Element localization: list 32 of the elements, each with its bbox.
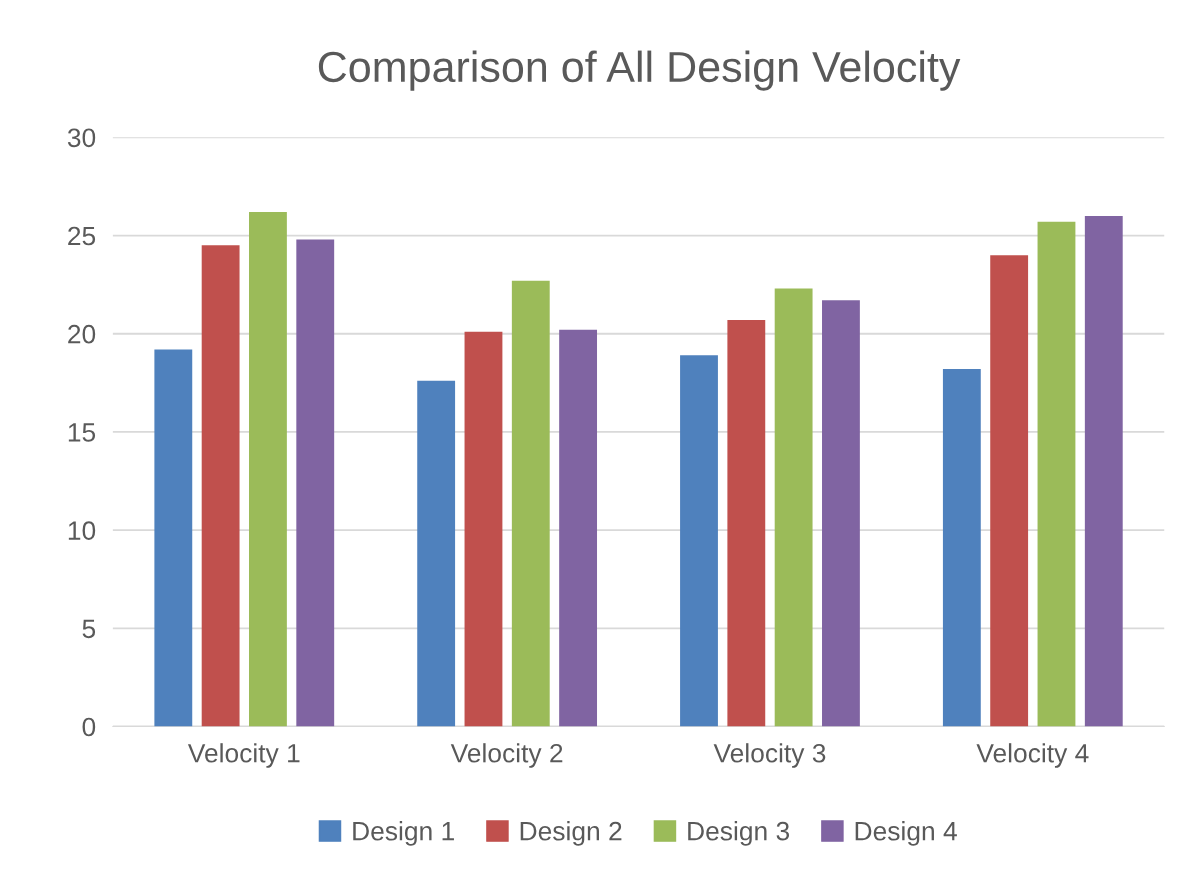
bar: [1084, 215, 1123, 727]
x-tick-label: Velocity 3: [713, 743, 826, 768]
legend-label: Design 1: [353, 821, 454, 846]
bar: [1037, 221, 1076, 727]
bar: [511, 280, 550, 727]
y-tick-label: 5: [82, 619, 96, 639]
y-tick-label: 10: [68, 521, 96, 540]
legend-label: Design 3: [688, 821, 790, 846]
x-tick-label: Velocity 2: [450, 743, 563, 768]
y-tick-label: 25: [68, 226, 96, 246]
bar: [680, 355, 718, 727]
x-tick-label: Velocity 1: [187, 743, 300, 768]
chart-title: Comparison of All Design Velocity: [318, 50, 961, 91]
y-tick-label: 20: [68, 324, 96, 344]
bar: [559, 329, 598, 727]
bar: [417, 380, 456, 727]
legend-label: Design 4: [855, 821, 957, 846]
bar: [727, 319, 766, 727]
x-tick-label: Velocity 4: [976, 743, 1089, 768]
bar: [201, 245, 240, 727]
bar: [296, 239, 335, 727]
bar: [774, 288, 813, 727]
bar: [249, 211, 287, 727]
bar: [464, 331, 503, 727]
bar: [990, 255, 1029, 727]
bar: [822, 300, 860, 727]
bar: [154, 349, 193, 727]
y-tick-label: 30: [67, 128, 96, 148]
y-tick-label: 0: [82, 717, 96, 737]
legend-label: Design 2: [520, 821, 622, 846]
y-tick-label: 15: [68, 423, 96, 442]
bar: [942, 369, 981, 727]
